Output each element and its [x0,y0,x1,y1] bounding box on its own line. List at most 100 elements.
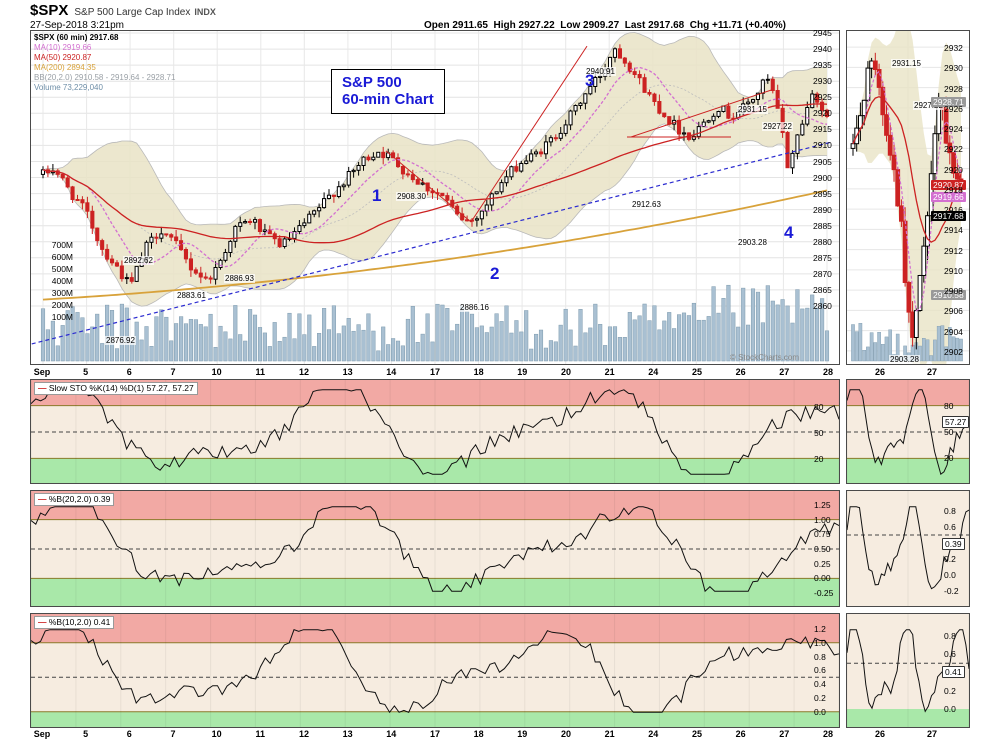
zoom-axis-label-2902: 2902 [944,346,963,357]
indicator-2-axis-label-0.6: 0.6 [814,665,826,676]
price-annotation-3: 2883.61 [176,291,207,300]
x-axis-label-12: 12 [298,367,310,377]
indicator-zoom-2-axis-label-0.2: 0.2 [944,685,956,696]
x-axis-label-12: 12 [298,729,310,739]
price-axis-label-2915: 2915 [813,124,832,135]
indicator-1-axis-label-1.25: 1.25 [814,499,831,510]
quote-datetime: 27-Sep-2018 3:21pm [30,20,124,31]
price-axis-label-2870: 2870 [813,268,832,279]
indicator-zoom-2-value-tag: 0.41 [942,665,965,678]
volume-axis-label-100M: 100M [51,312,73,322]
zoom-axis-label-2912: 2912 [944,245,963,256]
low-value: 2909.27 [583,20,620,31]
x-axis-label-5: 5 [83,367,89,377]
price-annotation-10: 2931.15 [737,105,768,114]
indicator-panel-slow-stochastic[interactable]: — Slow STO %K(14) %D(1) 57.27, 57.27 [30,379,840,484]
price-axis-label-2905: 2905 [813,156,832,167]
indicator-canvas-2 [31,614,839,727]
x-axis-label-18: 18 [473,729,484,739]
x-axis-label-26: 26 [735,367,746,377]
legend-text-2: %B(10,2.0) 0.41 [48,617,111,627]
indicator-legend-2: — %B(10,2.0) 0.41 [34,616,115,629]
zoom-axis-label-2918: 2918 [944,184,963,195]
indicator-zoom-2-axis-label-0.0: 0.0 [944,704,956,714]
x-axis-label-21: 21 [604,367,615,377]
x-axis-label-20: 20 [560,367,572,377]
indicator-zoom-1-axis-label--0.2: -0.2 [944,586,959,596]
price-annotation-4: 2886.93 [224,274,255,283]
x-axis-label-25: 25 [691,367,703,377]
indicator-1-axis-label--0.25: -0.25 [814,588,834,599]
price-legend: $SPX (60 min) 2917.68 MA(10) 2919.66 MA(… [34,33,175,93]
price-chart-panel[interactable]: $SPX (60 min) 2917.68 MA(10) 2919.66 MA(… [30,30,840,365]
indicator-zoom-2-axis-label-0.8: 0.8 [944,630,956,641]
x-axis-label-11: 11 [255,367,266,377]
indicator-zoom-2-axis-label-0.6: 0.6 [944,649,956,660]
last-label: Last [624,20,646,31]
zoom-axis-label-2932: 2932 [944,43,963,54]
price-axis-label-2945: 2945 [813,28,832,38]
volume-axis-label-400M: 400M [51,276,73,286]
zoom-axis-label-2908: 2908 [944,286,963,297]
indicator-legend-0: — Slow STO %K(14) %D(1) 57.27, 57.27 [34,382,198,395]
x-axis-bottom-zoom: 26 27 [846,728,970,742]
indicator-panel-percent-b-20[interactable]: — %B(20,2.0) 0.39 [30,490,840,607]
x-axis-label-13: 13 [342,729,353,739]
high-label: High [493,20,516,31]
x-axis-zoom-label-27: 27 [926,729,938,739]
price-axis-label-2930: 2930 [813,76,832,87]
legend-ma10: MA(10) 2919.66 [34,43,92,52]
wave-label-4: 4 [784,223,794,242]
indicator-legend-1: — %B(20,2.0) 0.39 [34,493,115,506]
x-axis-label-Sep: Sep [33,367,51,377]
legend-text-1: %B(20,2.0) 0.39 [48,494,111,504]
price-annotation-9: 2912.63 [631,200,662,209]
indicator-1-axis-label-0.75: 0.75 [814,529,831,540]
indicator-zoom-panel-0[interactable] [846,379,970,484]
price-annotation-12: 2903.28 [737,238,768,247]
wave-label-3: 3 [585,71,595,90]
indicator-2-axis-label-0.0: 0.0 [814,706,826,717]
page-title: $SPX S&P 500 Large Cap Index INDX [30,2,216,19]
indicator-2-y-axis: 1.2 1.0 0.8 0.6 0.4 0.2 0.0 [810,613,846,728]
indicator-panel-percent-b-10[interactable]: — %B(10,2.0) 0.41 [30,613,840,728]
last-value: 2917.68 [648,20,685,31]
indicator-zoom-1-axis-label-0.6: 0.6 [944,522,956,532]
indicator-zoom-1-axis-label-0.2: 0.2 [944,554,956,564]
indicator-zoom-1-axis-label-0.0: 0.0 [944,570,956,580]
x-axis-label-17: 17 [429,367,441,377]
indicator-2-axis-label-0.4: 0.4 [814,679,826,690]
indicator-0-axis-label-50: 50 [814,428,824,438]
legend-dash-1: — [38,494,47,504]
price-axis-label-2940: 2940 [813,44,832,55]
indicator-1-y-axis: 1.25 1.00 0.75 0.50 0.25 0.00 -0.25 [810,490,846,607]
price-annotation-11: 2927.22 [762,122,793,131]
legend-volume: Volume 73,229,040 [34,83,103,92]
indicator-zoom-0-y-axis: 80 50 20 57.27 [940,379,984,484]
zoom-price-tag-2910.58: 2910.58 [931,290,966,300]
x-axis-label-Sep: Sep [33,729,51,739]
price-axis-label-2925: 2925 [813,92,832,103]
price-annotation-0: 2892.62 [123,256,154,265]
ohlc-summary: Open 2911.65 High 2927.22 Low 2909.27 La… [424,20,786,31]
zoom-axis-label-2916: 2916 [944,205,963,216]
price-y-axis: 2945 2940 2935 2930 2925 2920 2915 2910 2905 2900… [810,28,846,365]
zoom-axis-label-2922: 2922 [944,144,963,155]
indicator-zoom-canvas-0 [847,380,969,483]
x-axis-label-19: 19 [517,729,528,739]
indicator-1-axis-label-0.25: 0.25 [814,558,831,569]
x-axis-label-6: 6 [126,367,132,377]
x-axis-label-10: 10 [211,367,222,377]
price-axis-label-2875: 2875 [813,252,832,263]
zoom-price-tag-2928.71: 2928.71 [931,97,966,107]
price-zoom-panel[interactable]: 2931.15 2927.22 2903.28 2928.71 2920.87 2919… [846,30,970,365]
zoom-axis-label-2904: 2904 [944,326,963,337]
open-value: 2911.65 [452,20,488,31]
zoom-annotation-1: 2927.22 [913,101,944,110]
x-axis-label-20: 20 [560,729,572,739]
legend-ma200: MA(200) 2894.35 [34,63,96,72]
legend-spx: $SPX (60 min) 2917.68 [34,33,119,42]
x-axis-zoom-label-26: 26 [874,367,886,377]
volume-axis-label-300M: 300M [51,288,73,298]
exchange-text: INDX [194,7,216,17]
